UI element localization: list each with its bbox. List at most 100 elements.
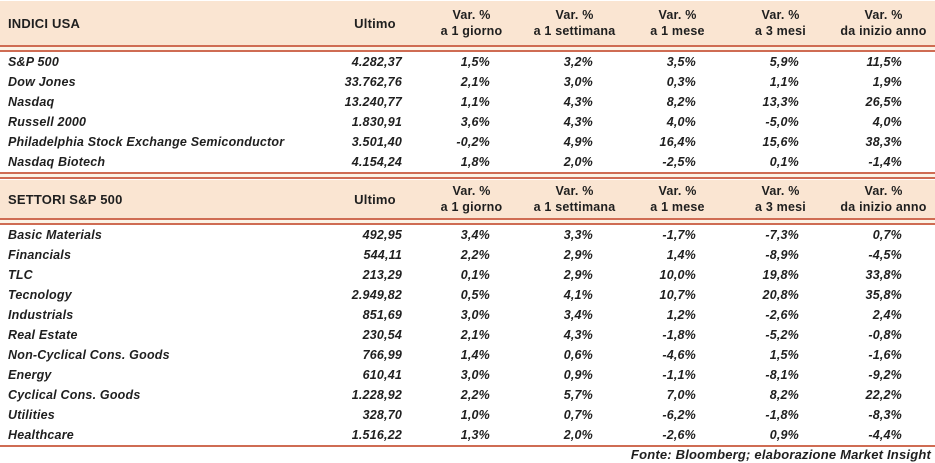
row-label: TLC: [8, 268, 33, 282]
row-last-value: 213,29: [362, 268, 402, 282]
row-var-value: -5,2%: [765, 328, 799, 342]
row-var-value: 5,7%: [563, 388, 593, 402]
row-var-value: -8,3%: [868, 408, 902, 422]
row-var-value: -1,8%: [662, 328, 696, 342]
row-label: Financials: [8, 248, 72, 262]
row-var-value: 4,1%: [563, 288, 593, 302]
column-header-var: Var. % da inizio anno: [840, 8, 927, 38]
table-title: SETTORI S&P 500: [8, 191, 123, 207]
row-var-value: -5,0%: [765, 115, 799, 129]
column-header-var: Var. % a 1 mese: [650, 8, 705, 38]
row-var-value: 4,3%: [563, 115, 593, 129]
row-var-value: -7,3%: [765, 228, 799, 242]
row-var-value: 3,4%: [460, 228, 490, 242]
row-var-value: 1,8%: [460, 155, 490, 169]
table-row: Utilities 328,70 1,0% 0,7% -6,2% -1,8% -8,3%: [0, 405, 935, 425]
row-label: Russell 2000: [8, 115, 87, 129]
row-var-value: 10,0%: [659, 268, 696, 282]
row-var-value: 1,0%: [460, 408, 490, 422]
row-last-value: 1.830,91: [351, 115, 402, 129]
row-var-value: -4,4%: [868, 428, 902, 442]
row-var-value: 38,3%: [865, 135, 902, 149]
table-row: Energy 610,41 3,0% 0,9% -1,1% -8,1% -9,2%: [0, 365, 935, 385]
row-var-value: -1,6%: [868, 348, 902, 362]
row-var-value: 35,8%: [865, 288, 902, 302]
row-var-value: 2,9%: [563, 248, 593, 262]
row-var-value: 1,2%: [666, 308, 696, 322]
row-label: Tecnology: [8, 288, 72, 302]
row-var-value: 5,9%: [769, 55, 799, 69]
row-var-value: 1,3%: [460, 428, 490, 442]
row-last-value: 1.516,22: [351, 428, 402, 442]
column-header-var: Var. % a 1 settimana: [533, 184, 616, 214]
row-label: Nasdaq: [8, 95, 55, 109]
column-header-var: Var. % a 3 mesi: [755, 184, 806, 214]
row-var-value: 2,0%: [563, 428, 593, 442]
table-row: TLC 213,29 0,1% 2,9% 10,0% 19,8% 33,8%: [0, 265, 935, 285]
table-title: INDICI USA: [8, 15, 81, 31]
row-var-value: 0,9%: [563, 368, 593, 382]
row-last-value: 2.949,82: [351, 288, 402, 302]
column-header-ultimo: Ultimo: [354, 191, 396, 207]
row-label: Healthcare: [8, 428, 74, 442]
column-header-var: Var. % da inizio anno: [840, 184, 927, 214]
row-var-value: 3,3%: [563, 228, 593, 242]
table-row: Real Estate 230,54 2,1% 4,3% -1,8% -5,2% -0,8%: [0, 325, 935, 345]
row-var-value: -8,9%: [765, 248, 799, 262]
table-row: Nasdaq 13.240,77 1,1% 4,3% 8,2% 13,3% 26,5%: [0, 92, 935, 112]
row-var-value: 1,4%: [460, 348, 490, 362]
row-var-value: -2,5%: [662, 155, 696, 169]
row-last-value: 13.240,77: [344, 95, 402, 109]
row-var-value: 2,0%: [563, 155, 593, 169]
row-var-value: 0,7%: [872, 228, 902, 242]
row-last-value: 851,69: [362, 308, 402, 322]
table-row: Russell 2000 1.830,91 3,6% 4,3% 4,0% -5,0% 4,0…: [0, 112, 935, 132]
row-var-value: -0,8%: [868, 328, 902, 342]
row-var-value: -0,2%: [456, 135, 490, 149]
row-var-value: 1,5%: [460, 55, 490, 69]
row-var-value: 1,4%: [666, 248, 696, 262]
table-header-row: INDICI USA Ultimo Var. % a 1 giorno Var. %…: [0, 0, 935, 45]
table-body: Basic Materials 492,95 3,4% 3,3% -1,7% -7,3% 0…: [0, 225, 935, 445]
row-var-value: 3,6%: [460, 115, 490, 129]
column-header-var: Var. % a 1 settimana: [533, 8, 616, 38]
row-var-value: 10,7%: [659, 288, 696, 302]
row-var-value: 8,2%: [666, 95, 696, 109]
row-var-value: -1,7%: [662, 228, 696, 242]
table-settori-sp500: SETTORI S&P 500 Ultimo Var. % a 1 giorno V…: [0, 179, 935, 447]
row-var-value: 1,9%: [872, 75, 902, 89]
row-var-value: 20,8%: [762, 288, 799, 302]
row-var-value: 2,2%: [460, 388, 490, 402]
row-var-value: 0,3%: [666, 75, 696, 89]
row-last-value: 4.282,37: [351, 55, 402, 69]
row-var-value: 1,5%: [769, 348, 799, 362]
column-header-var: Var. % a 1 giorno: [440, 184, 503, 214]
table-body: S&P 500 4.282,37 1,5% 3,2% 3,5% 5,9% 11,5% Dow …: [0, 52, 935, 172]
row-label: Real Estate: [8, 328, 78, 342]
row-var-value: -4,6%: [662, 348, 696, 362]
row-var-value: 4,9%: [563, 135, 593, 149]
row-var-value: 3,5%: [666, 55, 696, 69]
header-divider: [0, 218, 935, 225]
row-last-value: 230,54: [362, 328, 402, 342]
row-label: Industrials: [8, 308, 74, 322]
row-label: Energy: [8, 368, 52, 382]
table-row: Nasdaq Biotech 4.154,24 1,8% 2,0% -2,5% 0,1% -…: [0, 152, 935, 172]
row-last-value: 3.501,40: [351, 135, 402, 149]
table-end-rule: [0, 445, 935, 447]
row-var-value: 33,8%: [865, 268, 902, 282]
row-var-value: 1,1%: [460, 95, 490, 109]
row-last-value: 544,11: [363, 248, 402, 262]
table-row: Tecnology 2.949,82 0,5% 4,1% 10,7% 20,8% 35,8%: [0, 285, 935, 305]
table-row: Industrials 851,69 3,0% 3,4% 1,2% -2,6% 2,4%: [0, 305, 935, 325]
table-row: Cyclical Cons. Goods 1.228,92 2,2% 5,7% 7,0%…: [0, 385, 935, 405]
row-var-value: -2,6%: [765, 308, 799, 322]
row-var-value: 7,0%: [666, 388, 696, 402]
row-var-value: 3,0%: [460, 308, 490, 322]
row-last-value: 610,41: [362, 368, 402, 382]
row-var-value: -1,4%: [868, 155, 902, 169]
row-var-value: 4,3%: [563, 328, 593, 342]
row-var-value: 2,2%: [460, 248, 490, 262]
row-var-value: 8,2%: [769, 388, 799, 402]
